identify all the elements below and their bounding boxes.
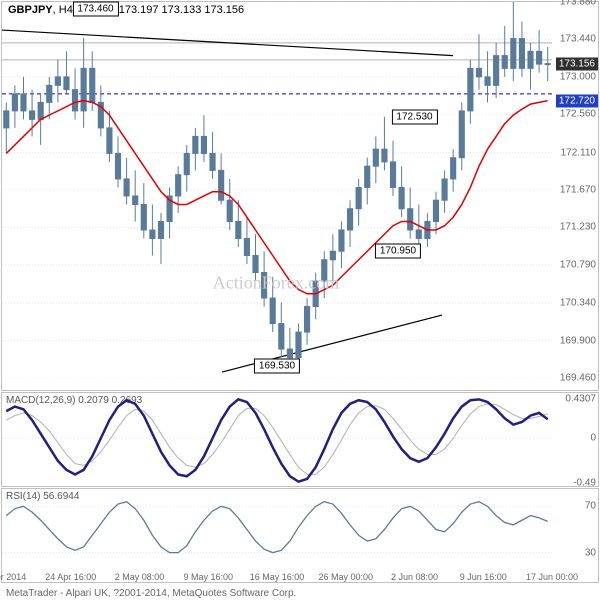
price-ytick: 171.670 (560, 185, 596, 196)
x-tick: 2 Jun 08:00 (391, 572, 438, 582)
price-annotation: 173.460 (72, 1, 118, 16)
macd-ytick: 0 (590, 433, 596, 444)
macd-ytick: -0.49 (573, 477, 596, 488)
price-chart-panel: GBPJPY, H4 173.187 173.197 173.133 173.1… (1, 1, 599, 391)
price-badge: 173.156 (556, 57, 598, 70)
watermark: ActionForex.com (213, 273, 339, 294)
price-ytick: 173.440 (560, 34, 596, 45)
macd-ytick: 0.4307 (565, 394, 596, 405)
price-ytick: 172.110 (561, 147, 596, 158)
macd-y-axis: -0.49 0 0.4307 (550, 393, 598, 486)
time-axis: 17 Apr 2014 24 Apr 16:00 2 May 08:00 9 May … (2, 568, 550, 582)
price-ytick: 172.560 (560, 109, 596, 120)
price-annotation: 172.530 (391, 109, 437, 124)
x-tick: 26 May 00:00 (318, 572, 373, 582)
x-tick: 9 Jun 16:00 (460, 572, 507, 582)
x-tick: 17 Apr 2014 (0, 572, 26, 582)
price-badge: 172.720 (556, 94, 598, 107)
price-ytick: 169.460 (560, 373, 596, 384)
price-plot[interactable]: 173.460 172.530 170.950 169.530 (2, 2, 550, 390)
rsi-plot[interactable] (2, 489, 550, 568)
x-tick: 2 May 08:00 (115, 572, 165, 582)
x-tick: 16 May 16:00 (250, 572, 305, 582)
macd-panel: MACD(12,26,9) 0.2079 0.2693 -0.4900.4307 (1, 392, 599, 487)
price-ytick: 169.900 (560, 335, 596, 346)
price-y-axis: 169.460 169.900 170.340 170.790 171.230 171.6… (550, 2, 598, 390)
price-ytick: 170.790 (560, 259, 596, 270)
macd-plot[interactable] (2, 393, 550, 486)
price-annotation: 170.950 (375, 244, 421, 259)
price-annotation: 169.530 (254, 359, 300, 374)
price-ytick: 173.880 (560, 0, 596, 8)
rsi-ytick: 30 (585, 547, 596, 558)
x-tick: 24 Apr 16:00 (45, 572, 96, 582)
footer-credit: MetaTrader - Alpari UK, ?2001-2014, Meta… (6, 588, 296, 599)
price-ytick: 173.000 (560, 71, 596, 82)
price-ytick: 171.230 (560, 222, 596, 233)
price-ytick: 170.340 (560, 298, 596, 309)
rsi-ytick: 70 (585, 501, 596, 512)
x-tick: 17 Jun 00:00 (526, 572, 578, 582)
x-tick: 9 May 16:00 (183, 572, 233, 582)
rsi-panel: RSI(14) 56.6944 3070 17 Apr 201424 Apr 1… (1, 488, 599, 583)
rsi-y-axis: 30 70 (550, 489, 598, 568)
